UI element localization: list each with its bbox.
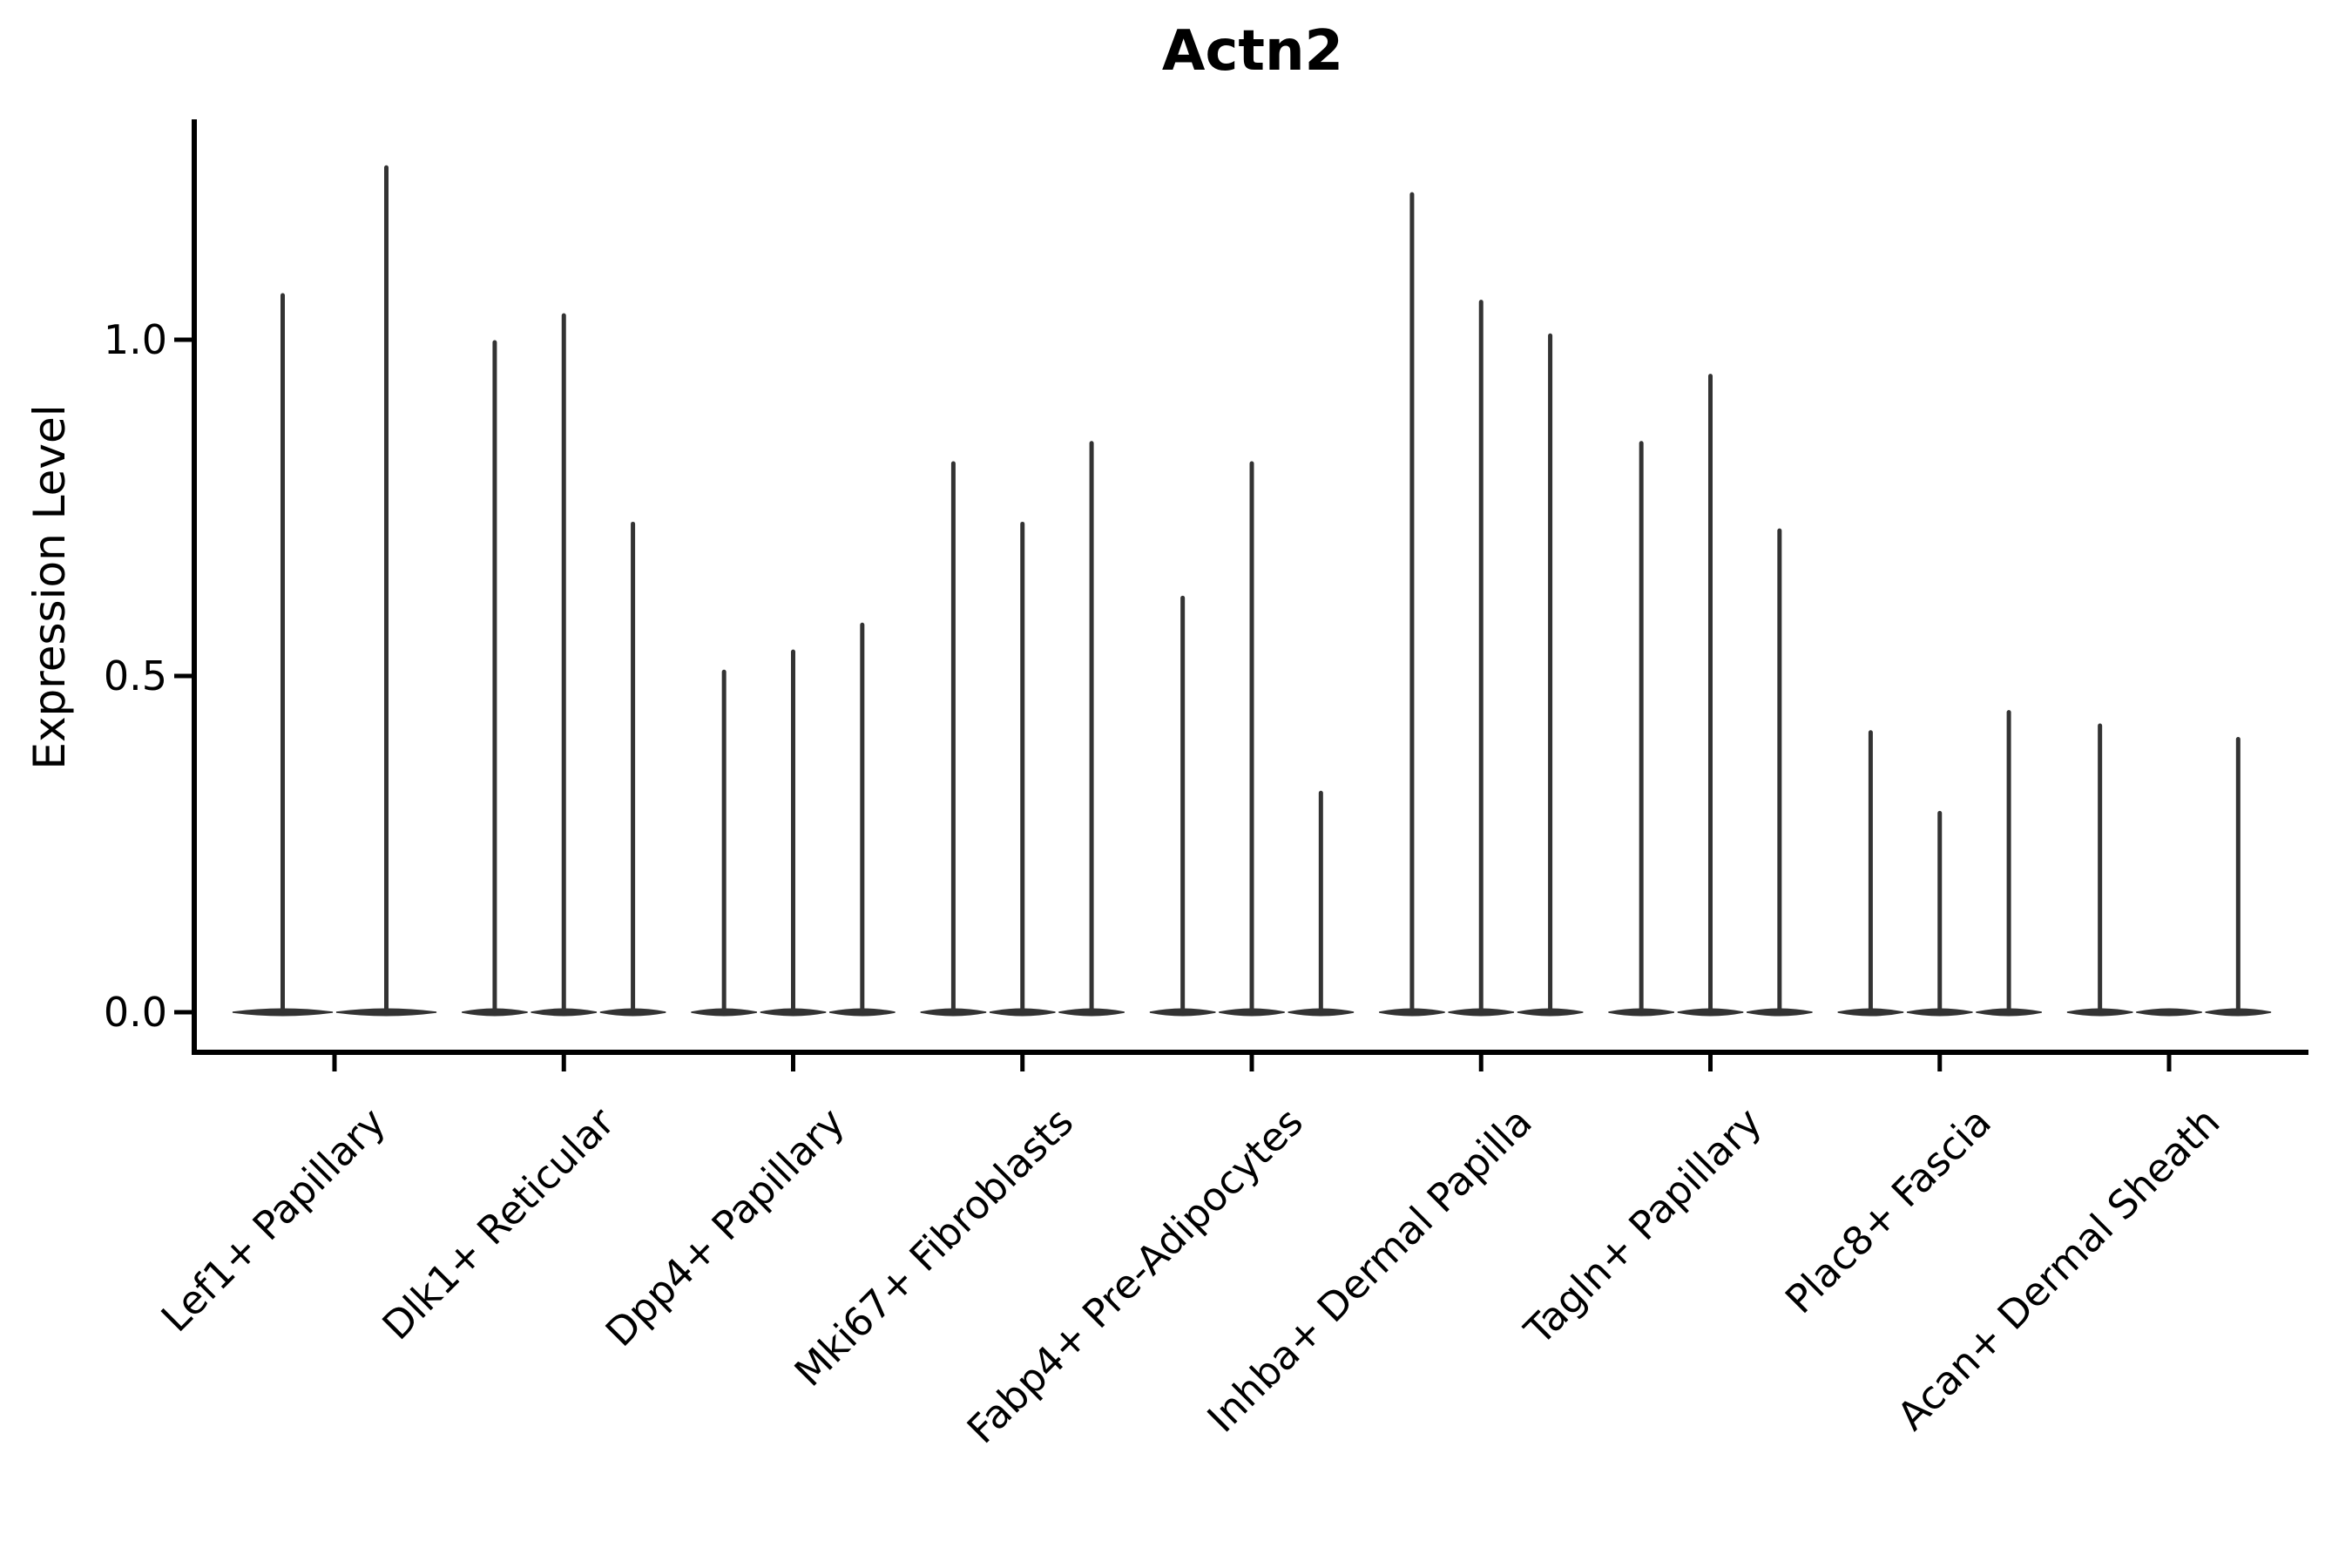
violin-group [1608,374,1813,1017]
x-ticks [332,1055,2172,1071]
violins-layer [232,165,2272,1017]
plot-title: Actn2 [1161,19,1344,84]
violin-group [920,441,1125,1017]
y-tick-label: 0.5 [103,652,167,700]
violin-group [2066,723,2272,1017]
violin-group [691,622,896,1017]
violin-base [2136,1008,2202,1017]
violin-group [1149,461,1355,1017]
violin-group [232,165,437,1017]
y-tick-label: 0.0 [103,989,167,1036]
violin-group [1837,710,2042,1017]
violin-group [1379,192,1584,1017]
axes-layer [174,119,2308,1071]
y-tick-label: 1.0 [103,316,167,363]
y-ticks [174,337,192,1015]
violin-group [462,313,666,1017]
